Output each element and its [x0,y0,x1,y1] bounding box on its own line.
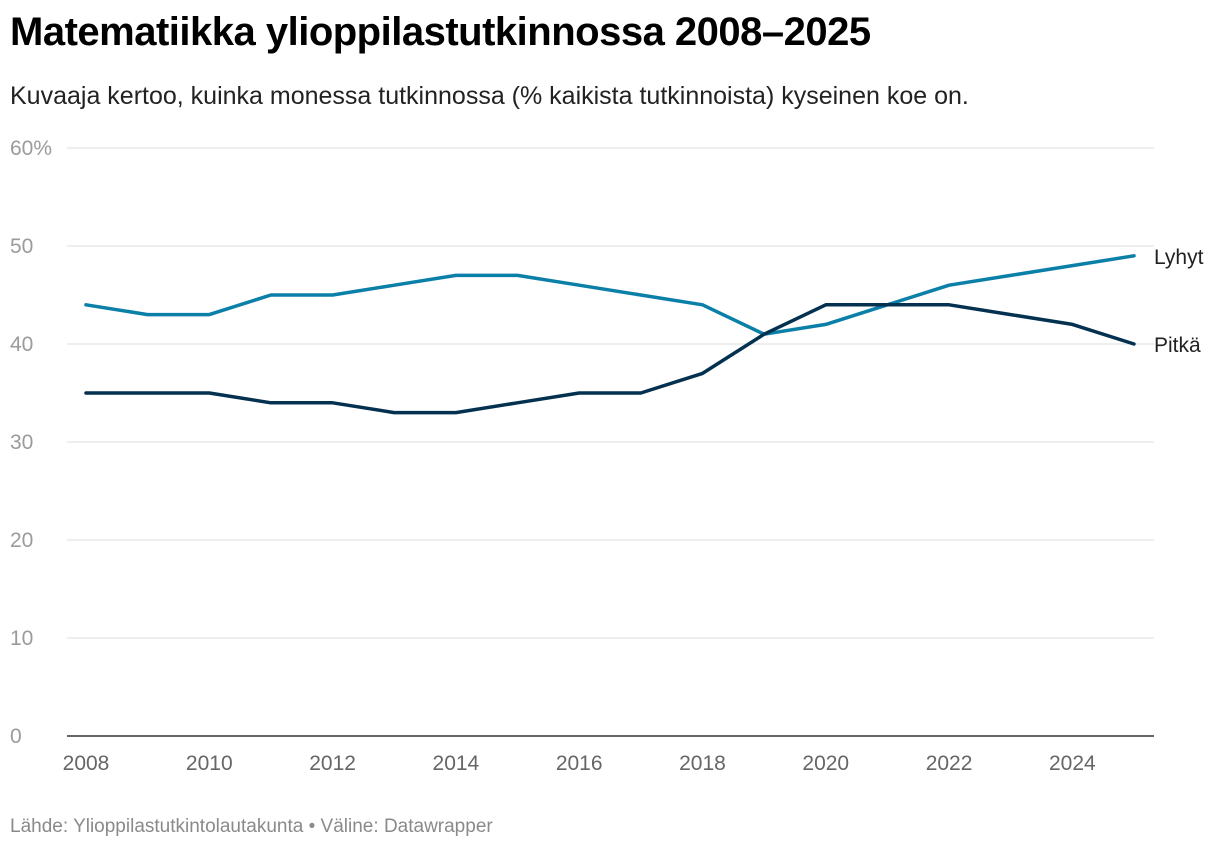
y-tick-label: 0 [10,725,22,748]
source-name: Ylioppilastutkintolautakunta [73,816,304,837]
x-tick-label: 2008 [63,752,110,775]
y-tick-label: 60% [10,137,52,160]
source-label: Lähde: [10,816,69,837]
x-tick-label: 2022 [926,752,973,775]
y-tick-label: 20 [10,529,33,552]
x-tick-label: 2020 [802,752,849,775]
x-tick-label: 2024 [1049,752,1096,775]
x-axis-ticks: 2008 2010 2012 2014 2016 2018 2020 2022 2024 [63,752,1096,775]
x-tick-label: 2016 [556,752,603,775]
y-tick-label: 40 [10,333,33,356]
x-tick-label: 2010 [186,752,233,775]
tool-name: Datawrapper [383,816,493,837]
y-axis-ticks: 0 10 20 30 40 50 60% [10,137,52,748]
chart-footer: Lähde: Ylioppilastutkintolautakunta • Vä… [10,816,493,838]
series-line-lyhyt [84,254,1136,336]
gridlines [67,147,1154,737]
x-tick-label: 2012 [309,752,356,775]
series-label: Lyhyt [1154,246,1204,269]
chart-title: Matematiikka ylioppilastutkinnossa 2008–… [10,10,871,54]
x-tick-label: 2014 [433,752,480,775]
series-lines [84,254,1136,415]
tool-label: Väline: [320,816,379,837]
series-line-pitk [84,303,1136,415]
y-tick-label: 30 [10,431,33,454]
y-tick-label: 10 [10,627,33,650]
footer-separator: • [308,816,316,837]
series-labels: Lyhyt Pitkä [1154,246,1204,357]
series-label: Pitkä [1154,334,1201,357]
y-tick-label: 50 [10,235,33,258]
chart-subtitle: Kuvaaja kertoo, kuinka monessa tutkinnos… [10,82,969,110]
x-tick-label: 2018 [679,752,726,775]
